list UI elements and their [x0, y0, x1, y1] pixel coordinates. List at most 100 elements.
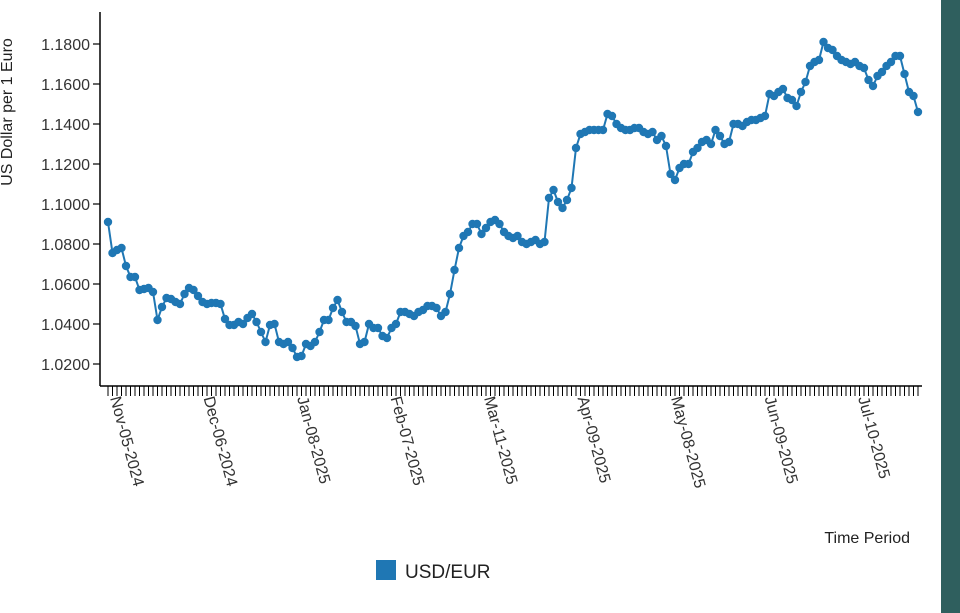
data-point: [661, 141, 671, 151]
data-point: [121, 261, 131, 271]
data-point: [571, 143, 581, 153]
y-tick-label: 1.0200: [41, 357, 90, 374]
axes: 1.0200 1.0400 1.0600 1.0800 1.1000 1.1200 1.14…: [41, 12, 922, 490]
x-tick-label: Nov-05-2024: [106, 395, 146, 489]
data-point: [189, 285, 198, 295]
legend-swatch-usd-eur: [376, 560, 396, 580]
data-point: [787, 95, 797, 105]
data-point: [666, 169, 675, 179]
side-panel-edge: [941, 0, 960, 613]
data-point: [220, 314, 230, 324]
data-point: [513, 231, 522, 241]
data-point: [382, 333, 392, 343]
data-point: [567, 183, 576, 193]
data-point: [337, 307, 347, 317]
data-point: [252, 317, 261, 327]
data-point: [351, 321, 360, 331]
data-point: [715, 131, 725, 141]
data-point: [684, 159, 693, 169]
data-point: [549, 185, 558, 195]
data-point: [877, 67, 887, 77]
data-point: [711, 125, 720, 135]
data-point: [895, 51, 905, 61]
plot-area: [103, 37, 923, 362]
data-point: [792, 101, 801, 111]
data-point: [909, 91, 918, 101]
data-point: [900, 69, 909, 79]
data-point: [472, 219, 482, 229]
data-point: [153, 315, 162, 325]
data-point: [450, 265, 459, 275]
data-point: [598, 125, 608, 135]
data-point: [760, 111, 770, 121]
x-tick-label: Mar-11-2025: [480, 395, 520, 487]
data-point: [216, 299, 225, 309]
data-point: [441, 307, 450, 317]
data-point: [607, 111, 617, 121]
data-point: [481, 223, 491, 233]
data-point: [495, 219, 504, 229]
data-point: [391, 319, 401, 329]
x-tick-label: Jun-09-2025: [761, 395, 801, 486]
data-point: [297, 351, 306, 361]
data-point: [913, 107, 923, 117]
legend-label-usd-eur: USD/EUR: [405, 562, 491, 583]
data-point: [432, 303, 441, 313]
data-point: [130, 272, 140, 282]
x-tick-label: Jan-08-2025: [293, 395, 333, 486]
data-point: [283, 337, 293, 347]
y-tick-label: 1.1600: [41, 77, 90, 94]
data-point: [670, 175, 680, 185]
data-point: [373, 323, 383, 333]
data-point: [148, 287, 158, 297]
x-tick-label: May-08-2025: [667, 395, 708, 491]
data-point: [103, 217, 113, 227]
data-point: [868, 81, 878, 91]
x-tick-label: Jul-10-2025: [854, 395, 892, 481]
data-point: [157, 302, 167, 312]
data-point: [562, 195, 572, 205]
data-point: [819, 37, 828, 47]
data-point: [315, 327, 324, 337]
data-point: [333, 295, 342, 305]
data-point: [796, 87, 806, 97]
data-point: [693, 143, 702, 153]
x-tick-label: Apr-09-2025: [574, 395, 613, 485]
y-tick-label: 1.0800: [41, 237, 90, 254]
data-point: [270, 319, 279, 329]
data-point: [828, 45, 837, 55]
data-point: [706, 139, 716, 149]
data-point: [360, 337, 369, 347]
data-point: [886, 57, 896, 67]
data-point: [175, 299, 185, 309]
data-point: [544, 193, 554, 203]
data-point: [778, 84, 788, 94]
y-tick-label: 1.0600: [41, 277, 90, 294]
y-axis-title: US Dollar per 1 Euro: [0, 38, 16, 186]
x-axis-title: Time Period: [824, 530, 910, 547]
legend: USD/EUR: [376, 560, 491, 583]
data-point: [261, 337, 270, 347]
data-point: [814, 55, 824, 65]
x-tick-label: Dec-06-2024: [200, 395, 240, 489]
data-point: [463, 227, 473, 237]
data-point: [859, 63, 869, 73]
y-tick-label: 1.1200: [41, 157, 90, 174]
data-point: [445, 289, 455, 299]
y-tick-label: 1.1000: [41, 197, 90, 214]
y-tick-label: 1.1800: [41, 37, 90, 54]
series-line-usd-eur: [107, 39, 919, 359]
data-point: [310, 337, 320, 347]
data-point: [540, 237, 549, 247]
data-point: [193, 291, 203, 301]
data-point: [801, 77, 810, 87]
data-point: [454, 243, 464, 253]
data-point: [288, 343, 297, 353]
data-point: [864, 75, 873, 85]
y-tick-label: 1.1400: [41, 117, 90, 134]
y-tick-label: 1.0400: [41, 317, 90, 334]
x-tick-label: Feb-07-2025: [387, 395, 427, 488]
data-point: [180, 289, 189, 299]
data-point: [657, 131, 666, 141]
